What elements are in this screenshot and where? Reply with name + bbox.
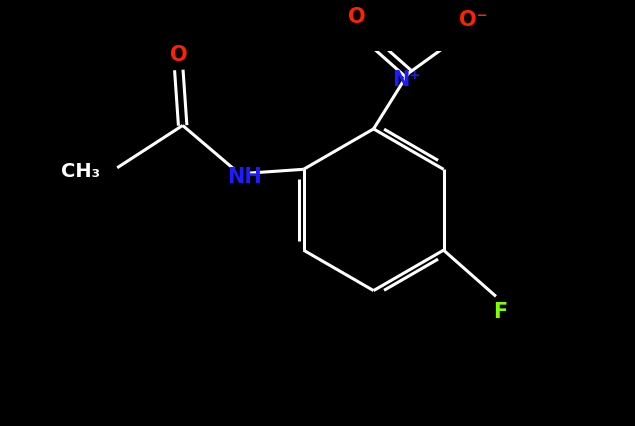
Text: O: O <box>170 45 187 65</box>
Text: O: O <box>348 7 365 27</box>
Text: O⁻: O⁻ <box>458 9 487 29</box>
Text: CH₃: CH₃ <box>61 162 100 181</box>
Text: NH: NH <box>227 167 262 187</box>
Text: N⁺: N⁺ <box>392 69 421 89</box>
Text: F: F <box>493 302 507 322</box>
